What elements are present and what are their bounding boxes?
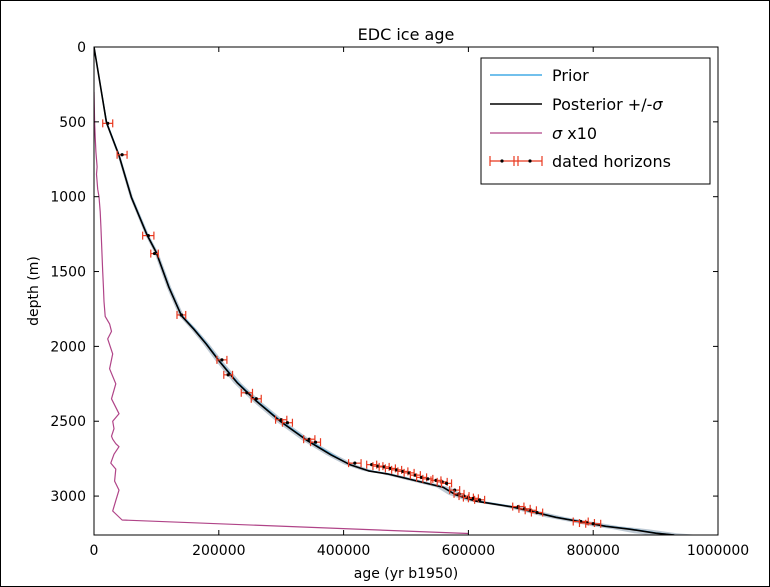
x-axis: 0 200000 400000 600000 800000 1000000 [90, 47, 749, 559]
dated-horizon [530, 508, 544, 517]
y-tick-label: 2500 [50, 414, 86, 430]
x-tick-label: 200000 [192, 543, 245, 559]
dated-horizon [250, 394, 262, 403]
dated-horizon [102, 119, 114, 128]
dated-horizon [585, 519, 602, 528]
dated-horizon [347, 459, 362, 468]
legend-label-posterior: Posterior +/-σ [552, 95, 663, 114]
y-tick-label: 1500 [50, 265, 86, 281]
x-axis-label: age (yr b1950) [354, 566, 458, 582]
dated-horizon [422, 474, 434, 483]
legend-sigma-symbol: σ [552, 124, 563, 143]
legend-swatch-dated [489, 156, 543, 166]
dated-horizon [116, 150, 128, 159]
posterior-line [94, 47, 675, 535]
y-tick-label: 1000 [50, 190, 86, 206]
legend-posterior-prefix: Posterior +/- [552, 95, 652, 114]
legend-label-sigma: σ x10 [552, 124, 597, 143]
dated-horizon [223, 370, 234, 379]
dated-horizon [216, 355, 228, 364]
dated-horizon [309, 438, 322, 447]
legend-sigma-suffix: x10 [562, 124, 597, 143]
chart-title: EDC ice age [358, 25, 455, 44]
y-axis-label: depth (m) [26, 256, 42, 326]
x-tick-label: 1000000 [687, 543, 749, 559]
legend: Prior Posterior +/-σ σ x10 dated horizon… [480, 57, 711, 185]
y-tick-label: 0 [77, 40, 86, 56]
plot-frame [93, 46, 719, 536]
dated-horizon [176, 310, 187, 319]
legend-label-prior: Prior [552, 66, 589, 85]
sigma-x10-line [94, 91, 469, 535]
legend-posterior-sigma: σ [652, 95, 663, 114]
legend-box [480, 57, 711, 185]
legend-label-dated: dated horizons [552, 152, 671, 171]
dated-horizon [281, 418, 294, 427]
plot-area [93, 46, 719, 536]
dated-horizon [440, 479, 453, 488]
y-tick-label: 3000 [50, 489, 86, 505]
x-tick-label: 0 [90, 543, 99, 559]
y-axis: 0 500 1000 1500 2000 2500 3000 [50, 40, 718, 505]
x-tick-label: 800000 [566, 543, 619, 559]
dated-horizon [142, 231, 155, 240]
dated-horizon [150, 249, 159, 258]
y-tick-label: 2000 [50, 339, 86, 355]
y-tick-label: 500 [59, 115, 86, 131]
x-tick-label: 400000 [317, 543, 370, 559]
x-tick-label: 600000 [442, 543, 495, 559]
dated-horizon [474, 495, 486, 504]
dated-horizon [240, 388, 254, 397]
